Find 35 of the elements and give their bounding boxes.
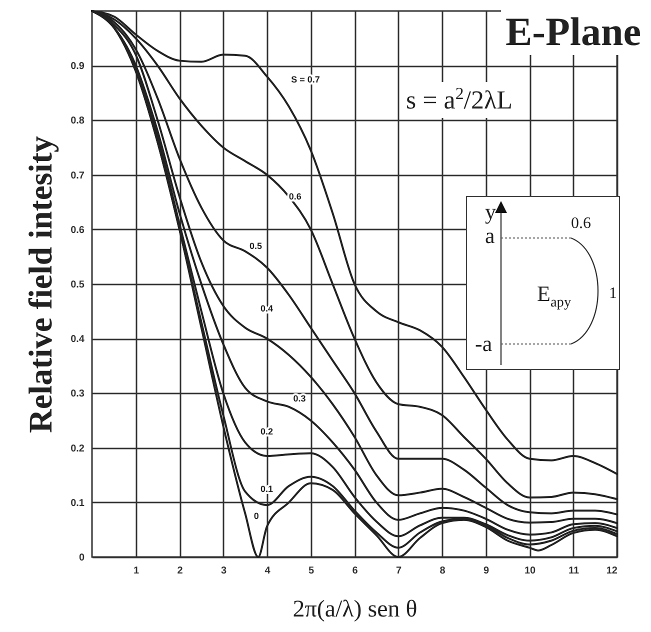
y-tick-label: 0.1 (70, 498, 85, 509)
x-tick-label: 3 (220, 566, 227, 576)
y-tick-label: 0.3 (70, 388, 85, 400)
y-tick-label: 0 (78, 552, 85, 564)
x-tick-label: 2 (177, 566, 184, 576)
x-tick-label: 9 (483, 566, 490, 576)
y-tick-label: 0.2 (70, 443, 85, 454)
annotation: 0.6 (571, 215, 591, 233)
series-label: 0.5 (250, 240, 262, 251)
series-label: 0 (254, 511, 259, 522)
x-tick-label: 5 (308, 566, 314, 576)
y-tick-label: 0.9 (70, 61, 85, 72)
y-tick-label: 0.8 (70, 116, 85, 127)
y-axis-title: Relative field intesity (24, 136, 60, 433)
x-tick-label: 6 (352, 566, 358, 576)
x-tick-label: 12 (606, 566, 618, 576)
x-axis-title: 2π(a/λ) sen θ (292, 596, 418, 622)
x-tick-label: 8 (440, 566, 446, 576)
y-tick-label: 0.4 (70, 334, 85, 346)
annotation: s = a$^{2}$/2λL (400, 82, 518, 118)
y-tick-label: 0.5 (70, 280, 85, 290)
chart-title: E-Plane (501, 8, 645, 55)
y-tick-label: 0.6 (70, 224, 85, 236)
annotation: 1 (609, 285, 617, 303)
x-tick-label: 1 (133, 566, 140, 576)
annotation: -a (475, 331, 492, 357)
annotation: E$_{apy}$ (537, 281, 572, 312)
x-tick-label: 7 (396, 566, 402, 576)
annotation: a (485, 223, 495, 249)
annotation: y (485, 199, 496, 225)
series-label: 0.3 (293, 394, 306, 404)
x-tick-label: 11 (568, 566, 580, 576)
y-tick-label: 0.7 (70, 170, 85, 182)
x-tick-label: 4 (264, 566, 271, 576)
x-tick-label: 10 (524, 566, 536, 576)
